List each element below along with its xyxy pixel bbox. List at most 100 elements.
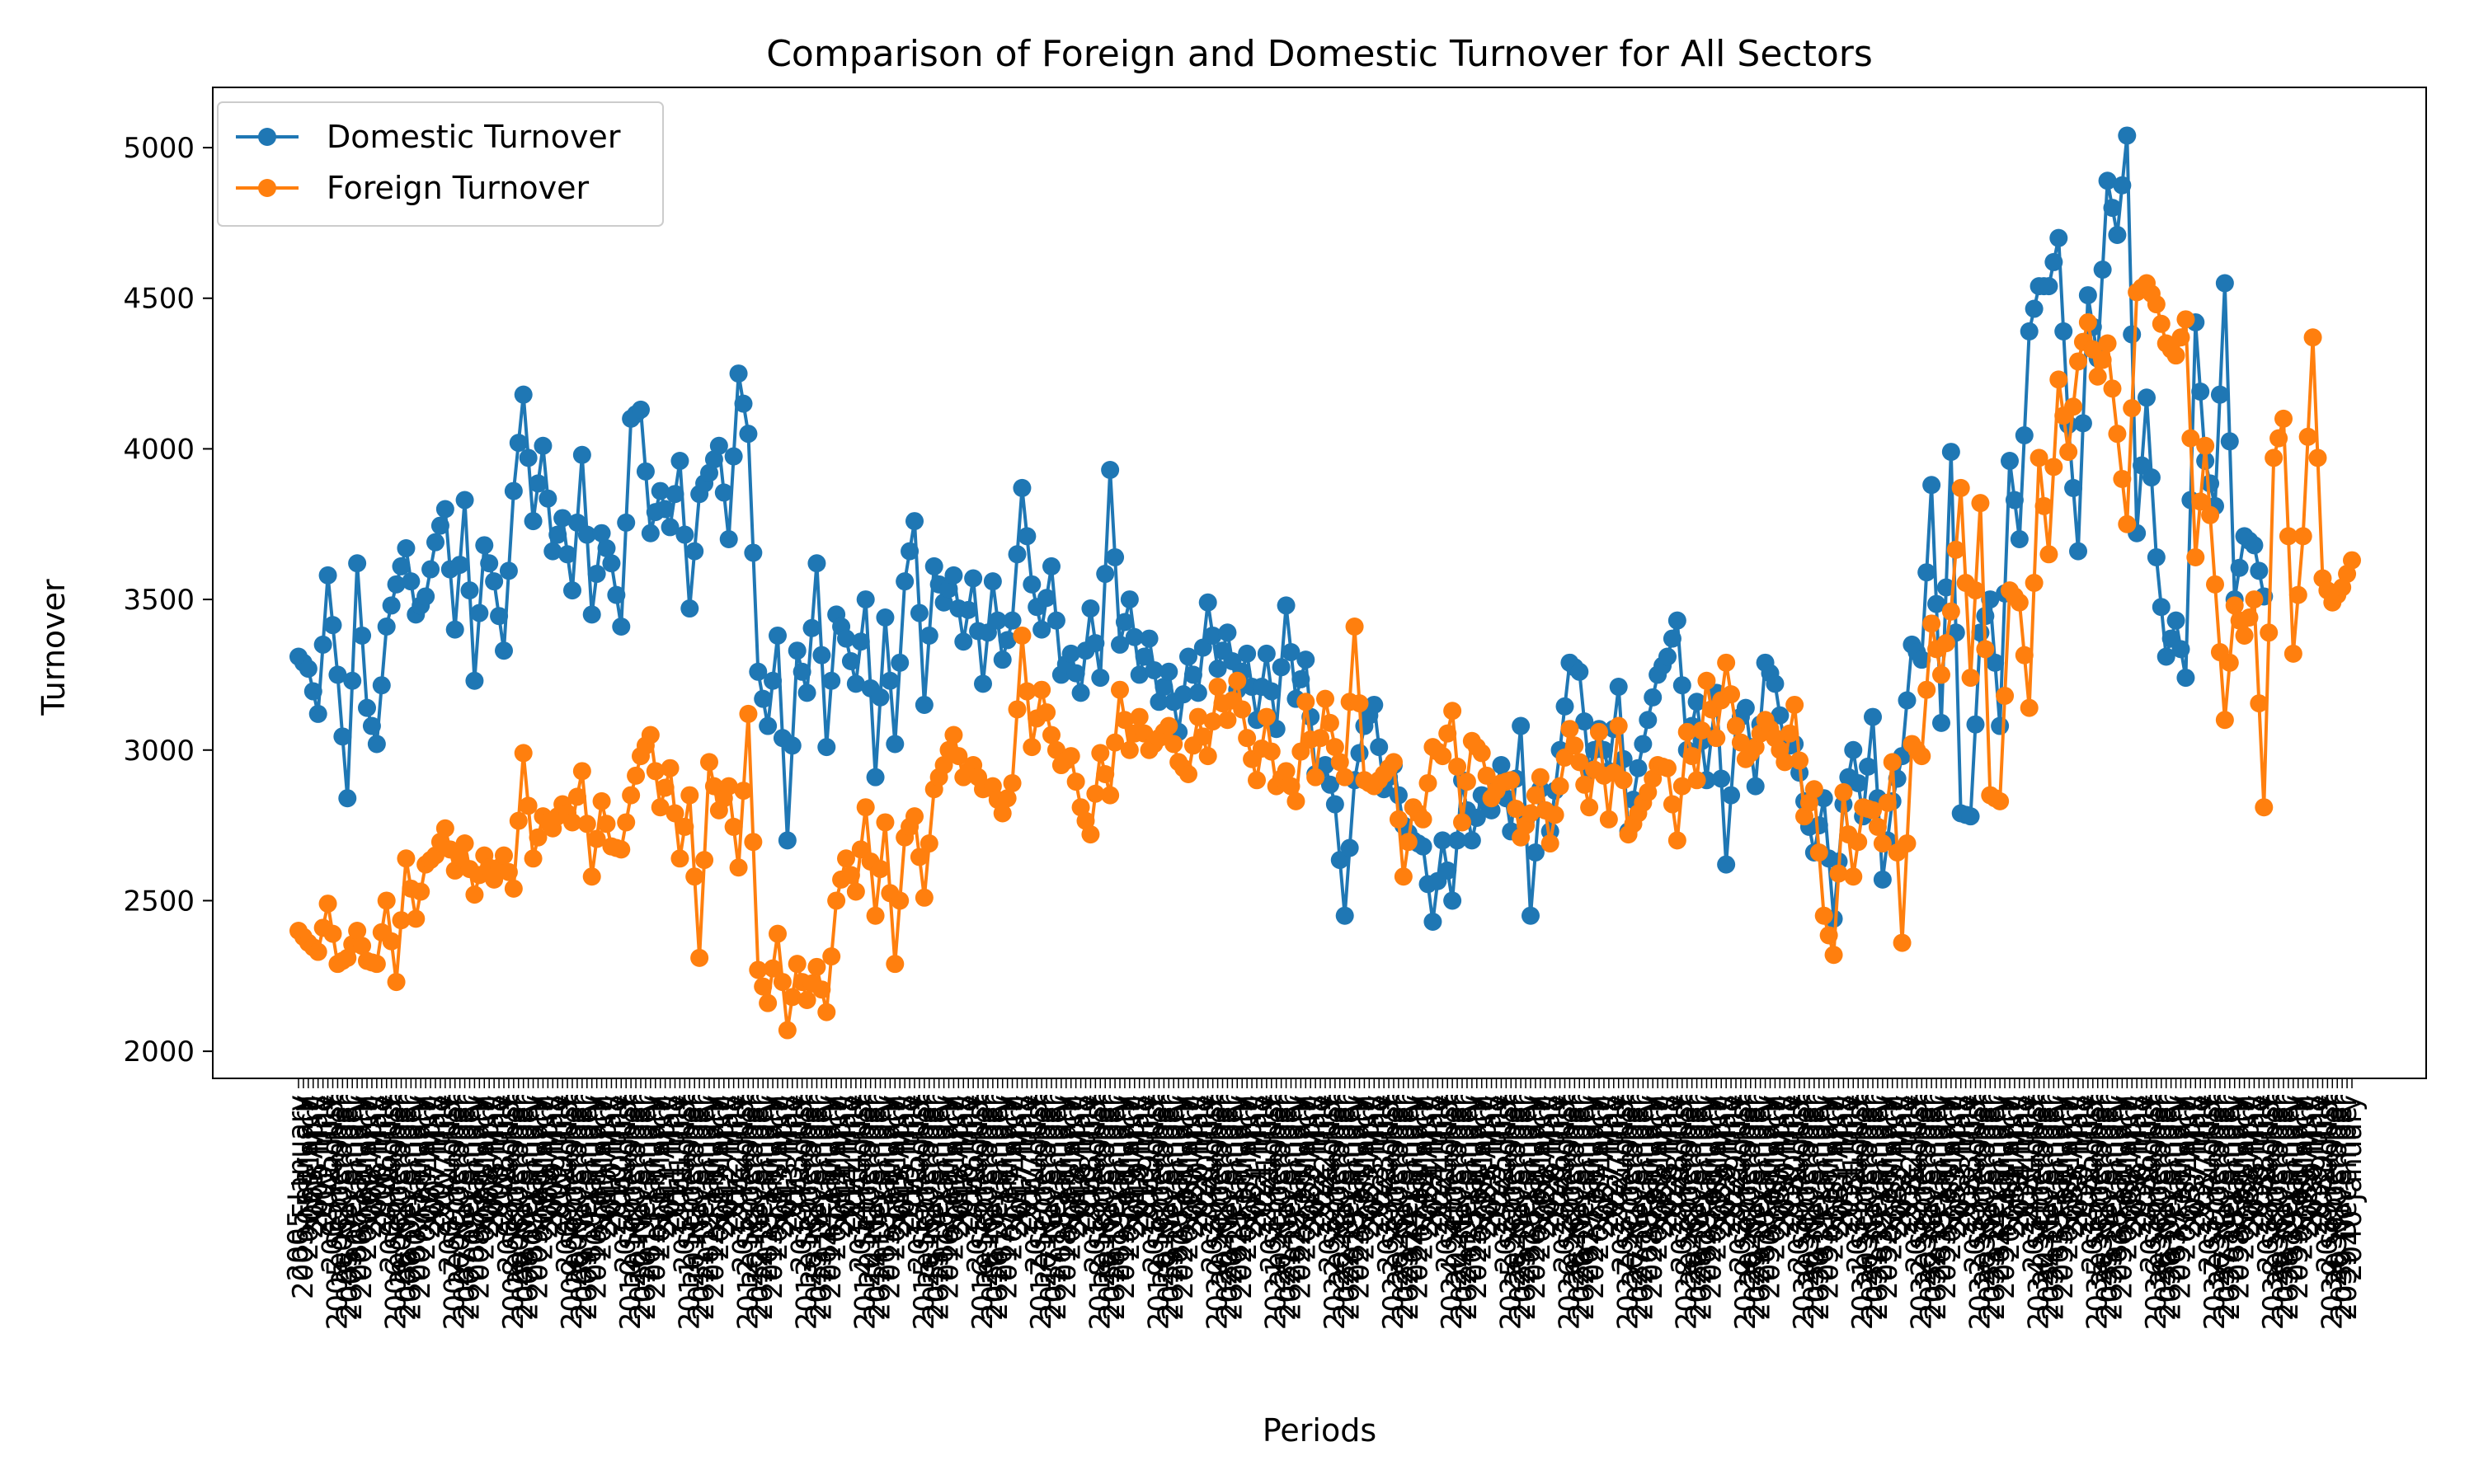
x-tick-label: 2011 July <box>663 1095 696 1225</box>
data-point <box>1037 703 1056 722</box>
data-point <box>651 798 670 817</box>
data-point <box>1658 758 1677 777</box>
data-point <box>1330 753 1349 772</box>
data-point <box>2303 328 2322 347</box>
x-tick-label: 2016 April <box>942 1095 975 1239</box>
x-tick-label: 2036 December <box>2155 1095 2188 1321</box>
data-point <box>1106 733 1125 752</box>
data-point <box>2005 491 2024 510</box>
data-point <box>2025 574 2044 592</box>
x-tick-label: 2015 April <box>883 1095 916 1239</box>
x-tick-label: 2039 October <box>2321 1095 2354 1287</box>
x-tick-label: 2027 November <box>1621 1095 1654 1321</box>
data-point <box>495 641 513 660</box>
x-tick-label: 2008 February <box>463 1095 496 1299</box>
data-point <box>1203 712 1222 731</box>
data-point <box>577 525 596 544</box>
data-point <box>1399 833 1418 852</box>
data-point <box>920 626 938 645</box>
x-tick-label: 2031 April <box>1823 1095 1856 1239</box>
data-point <box>348 921 367 940</box>
x-tick-label: 2036 October <box>2145 1095 2178 1287</box>
data-point <box>959 600 978 619</box>
data-point <box>754 977 773 996</box>
data-point <box>1522 906 1540 925</box>
x-tick-label: 2023 May <box>1357 1095 1390 1233</box>
data-point <box>2093 350 2112 369</box>
x-tick-label: 2010 August <box>609 1095 642 1273</box>
x-tick-label: 2019 September <box>1142 1095 1175 1330</box>
data-point <box>1291 669 1310 688</box>
data-point <box>1922 476 1941 495</box>
data-point <box>1418 773 1437 792</box>
x-tick-label: 2013 January <box>751 1095 784 1281</box>
x-tick-label: 2013 May <box>771 1095 804 1233</box>
x-tick-label: 2031 March <box>1818 1095 1851 1261</box>
x-tick-label: 2025 May <box>1475 1095 1508 1233</box>
data-point <box>2015 425 2034 444</box>
data-point <box>435 819 454 838</box>
data-point <box>387 973 406 992</box>
data-point <box>1115 711 1134 730</box>
x-tick-label: 2013 April <box>766 1095 799 1239</box>
x-tick-label: 2037 May <box>2179 1095 2212 1233</box>
data-point <box>2215 711 2234 730</box>
data-point <box>338 789 357 808</box>
data-point <box>1120 740 1139 759</box>
y-tick-label: 2000 <box>123 1036 195 1068</box>
data-point <box>362 716 381 735</box>
data-point <box>1208 678 1227 697</box>
data-point <box>2152 314 2171 333</box>
x-tick-label: 2018 November <box>1094 1095 1126 1321</box>
x-tick-label: 2022 December <box>1333 1095 1366 1321</box>
x-tick-label: 2022 April <box>1294 1095 1327 1239</box>
x-tick-label: 2035 December <box>2096 1095 2129 1321</box>
x-tick-label: 2039 August <box>2311 1095 2344 1273</box>
data-point <box>2113 176 2132 195</box>
x-tick-label: 2031 October <box>1851 1095 1884 1287</box>
data-point <box>577 815 596 834</box>
x-tick-label: 2017 March <box>996 1095 1029 1261</box>
x-tick-label: 2018 May <box>1065 1095 1098 1233</box>
x-tick-label: 2035 July <box>2072 1095 2105 1225</box>
data-point <box>1394 867 1413 886</box>
data-point <box>1609 716 1628 735</box>
x-tick-label: 2025 April <box>1470 1095 1503 1239</box>
data-point <box>670 452 689 471</box>
data-point <box>661 518 680 537</box>
data-point <box>1883 753 1902 772</box>
data-point <box>729 364 748 383</box>
data-point <box>519 796 538 815</box>
x-tick-label: 2017 April <box>1001 1095 1034 1239</box>
data-point <box>1330 851 1349 870</box>
y-tick-label: 4000 <box>123 433 195 466</box>
data-point <box>1023 575 1042 594</box>
data-point <box>587 565 606 584</box>
data-point <box>445 620 464 639</box>
data-point <box>993 804 1012 823</box>
x-tick-label: 2011 March <box>644 1095 677 1261</box>
data-point <box>495 846 513 865</box>
x-tick-label: 2006 November <box>389 1095 422 1321</box>
data-point <box>783 736 802 755</box>
x-tick-label: 2034 May <box>2003 1095 2036 1233</box>
data-point <box>2064 397 2083 416</box>
x-tick-label: 2020 April <box>1177 1095 1210 1239</box>
data-point <box>1282 777 1300 796</box>
x-tick-label: 2035 March <box>2052 1095 2085 1261</box>
data-point <box>724 447 743 466</box>
x-tick-label: 2018 June <box>1070 1095 1103 1236</box>
x-tick-label: 2033 March <box>1935 1095 1968 1261</box>
data-point <box>2308 448 2327 467</box>
data-point <box>548 525 567 544</box>
data-point <box>602 554 621 573</box>
x-tick-label: 2038 September <box>2257 1095 2290 1330</box>
data-point <box>612 840 631 859</box>
legend-label: Domestic Turnover <box>327 119 621 155</box>
data-point <box>2010 530 2029 549</box>
data-point <box>592 524 611 542</box>
x-tick-label: 2024 May <box>1416 1095 1449 1233</box>
data-point <box>1340 838 1359 857</box>
x-tick-label: 2036 July <box>2130 1095 2163 1225</box>
x-tick-label: 2012 December <box>746 1095 779 1321</box>
